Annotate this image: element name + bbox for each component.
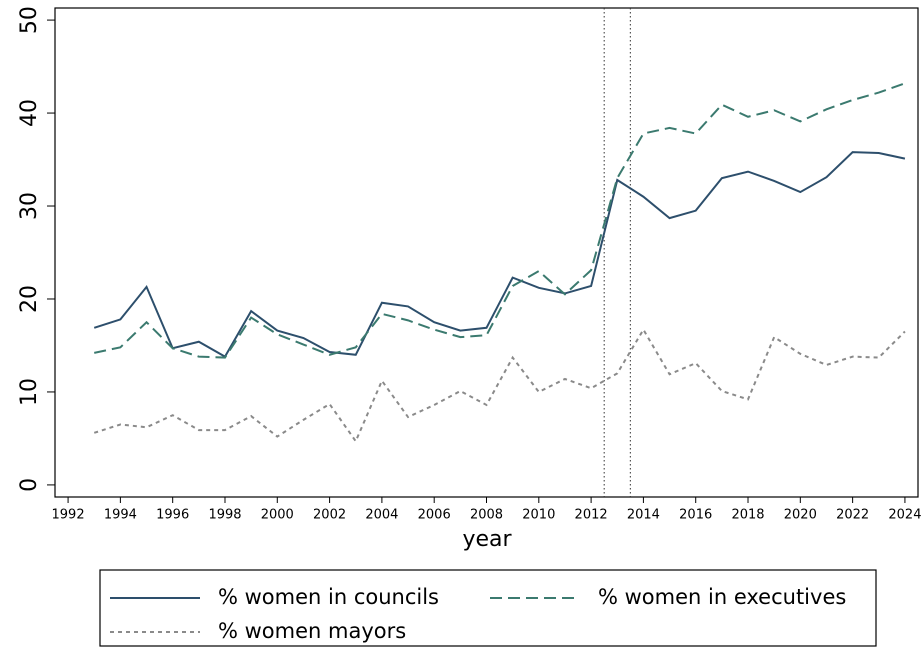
y-tick-label: 40 [17, 99, 42, 127]
y-tick-label: 50 [17, 6, 42, 34]
x-tick-label: 2014 [627, 508, 660, 523]
x-tick-label: 1992 [52, 508, 85, 523]
series-line [93, 151, 906, 358]
x-axis-title: year [462, 527, 512, 552]
legend-label: % women mayors [218, 619, 406, 643]
x-tick-label: 2000 [261, 508, 294, 523]
x-tick-label: 1994 [104, 508, 137, 523]
legend-box [99, 569, 877, 647]
legend-label: % women in executives [598, 585, 846, 609]
x-tick-label: 2002 [313, 508, 346, 523]
x-tick-label: 2006 [418, 508, 451, 523]
x-tick-label: 1996 [156, 508, 189, 523]
legend-label: % women in councils [218, 585, 439, 609]
x-tick-label: 2010 [522, 508, 555, 523]
y-tick-label: 10 [17, 378, 42, 406]
y-tick-label: 20 [17, 285, 42, 313]
series-line [93, 327, 906, 444]
x-tick-label: 2020 [784, 508, 817, 523]
x-tick-label: 2016 [679, 508, 712, 523]
x-tick-label: 2004 [365, 508, 398, 523]
x-tick-label: 2022 [836, 508, 869, 523]
plot-frame [54, 7, 919, 498]
x-tick-label: 2008 [470, 508, 503, 523]
x-tick-label: 2018 [731, 508, 764, 523]
x-tick-label: 2012 [575, 508, 608, 523]
x-tick-label: 1998 [208, 508, 241, 523]
series-line [94, 82, 906, 359]
x-tick-label: 2024 [888, 508, 921, 523]
y-tick-label: 30 [17, 192, 42, 220]
y-tick-label: 0 [17, 478, 42, 492]
